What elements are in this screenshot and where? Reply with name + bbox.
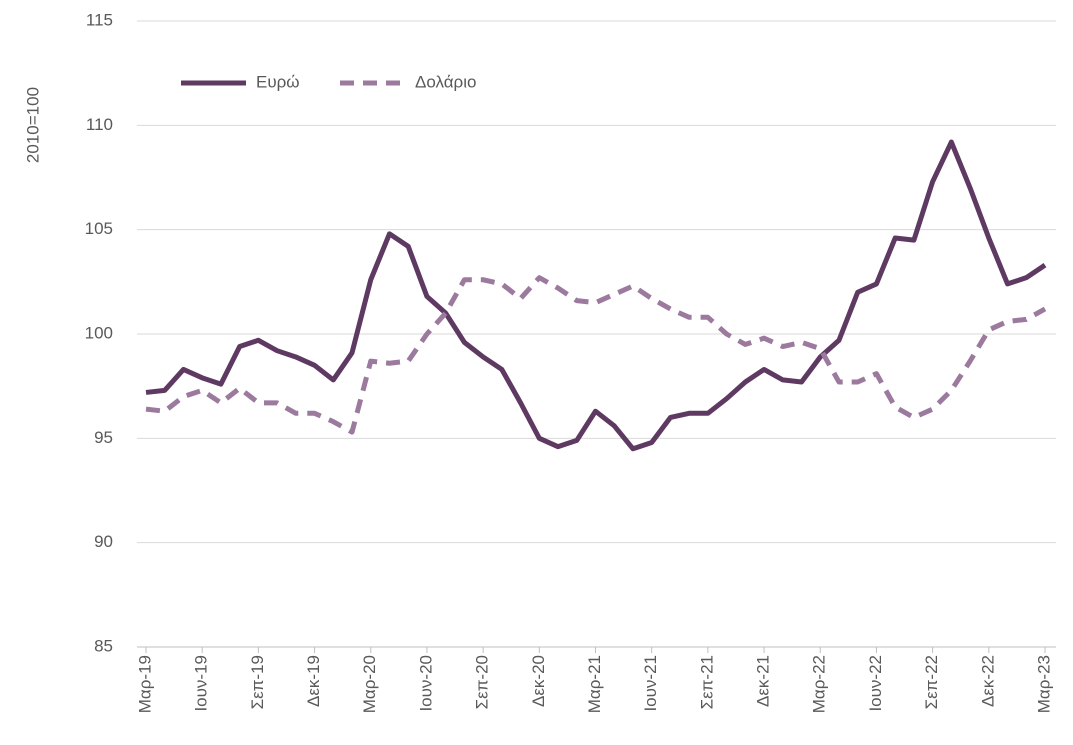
y-tick-label: 110 [86,115,113,134]
x-tick-label: Σεπ-21 [697,655,716,709]
x-tick-label: Δεκ-20 [529,655,548,707]
x-tick-label: Σεπ-22 [922,655,941,709]
legend-label: Δολάριο [415,72,476,91]
x-tick-label: Ιουν-21 [641,655,660,712]
y-tick-label: 85 [94,636,113,655]
x-tick-label: Ιουν-20 [416,655,435,712]
x-tick-label: Μαρ-19 [135,655,154,713]
legend-label: Ευρώ [256,72,300,91]
y-tick-label: 90 [94,532,113,551]
y-tick-label: 95 [94,428,113,447]
y-tick-label: 115 [86,10,113,29]
series-line [145,139,1047,452]
x-tick-label: Σεπ-19 [248,655,267,709]
x-tick-label: Δεκ-19 [304,655,323,707]
x-tick-label: Μαρ-23 [1034,655,1053,713]
y-tick-label: 100 [85,323,113,342]
x-tick-label: Ιουν-19 [192,655,211,712]
x-tick-label: Μαρ-20 [360,655,379,713]
y-tick-label: 105 [85,219,113,238]
y-axis-label: 2010=100 [23,87,42,163]
x-tick-label: Μαρ-21 [585,655,604,713]
x-tick-label: Ιουν-22 [866,655,885,712]
x-tick-label: Σεπ-20 [473,655,492,709]
x-tick-label: Δεκ-22 [978,655,997,707]
x-tick-label: Μαρ-22 [810,655,829,713]
series-line [145,275,1047,435]
x-tick-label: Δεκ-21 [754,655,773,707]
